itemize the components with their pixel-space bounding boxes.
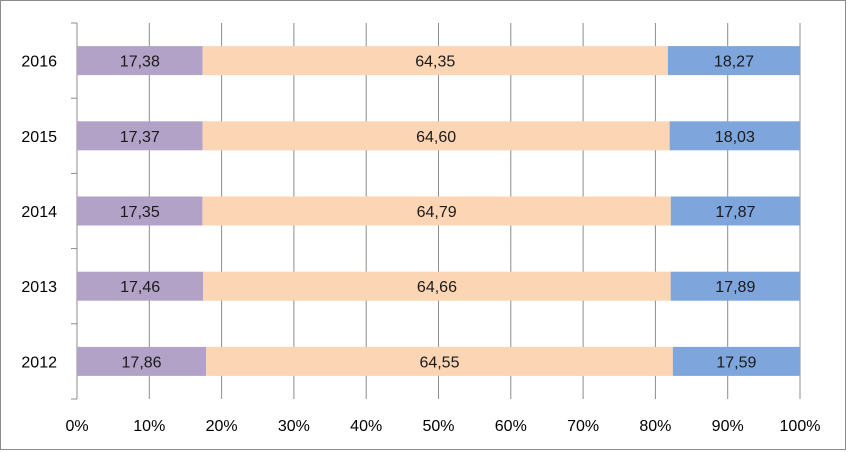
- x-tick-label: 0%: [65, 418, 88, 435]
- x-tick-label: 80%: [639, 418, 671, 435]
- data-label-2013-series-3: 17,89: [715, 279, 755, 296]
- data-label-2013-series-2: 64,66: [417, 279, 457, 296]
- data-label-2016-series-1: 17,38: [120, 54, 160, 71]
- bar-2012-series-2: [206, 346, 673, 376]
- x-tick-label: 10%: [133, 418, 165, 435]
- bar-2013-series-3: [670, 271, 800, 301]
- x-tick-label: 70%: [567, 418, 599, 435]
- bars: [77, 46, 800, 376]
- bar-2013-series-2: [203, 271, 671, 301]
- x-tick-label: 90%: [712, 418, 744, 435]
- y-tick-label-2013: 2013: [21, 279, 57, 296]
- data-label-2014-series-2: 64,79: [417, 204, 457, 221]
- data-label-2015-series-1: 17,37: [120, 129, 160, 146]
- bar-2015-series-1: [77, 121, 203, 151]
- x-tick-label: 50%: [422, 418, 454, 435]
- axes: [71, 22, 78, 400]
- data-label-2016-series-3: 18,27: [714, 54, 754, 71]
- data-label-2012-series-2: 64,55: [419, 354, 459, 371]
- data-labels: 17,38 64,35 18,27 17,37 64,60 18,03 17,35 64,79…: [120, 54, 757, 372]
- bar-2014-series-3: [670, 196, 800, 226]
- x-tick-label: 30%: [278, 418, 310, 435]
- bar-2015-series-3: [669, 121, 800, 151]
- bar-2014-series-1: [77, 196, 203, 226]
- y-tick-label-2016: 2016: [21, 54, 57, 71]
- y-tick-label-2014: 2014: [21, 204, 57, 221]
- bar-2012-series-3: [672, 346, 800, 376]
- bar-2015-series-2: [202, 121, 670, 151]
- data-label-2012-series-1: 17,86: [122, 354, 162, 371]
- tick-labels: 0% 10% 20% 30% 40% 50% 60% 70% 80% 90% 100% 2016 201…: [21, 54, 820, 435]
- y-tick-label-2015: 2015: [21, 129, 57, 146]
- bar-2014-series-2: [202, 196, 671, 226]
- x-tick-label: 100%: [780, 418, 821, 435]
- x-tick-label: 20%: [206, 418, 238, 435]
- bar-2013-series-1: [77, 271, 204, 301]
- data-label-2015-series-2: 64,60: [416, 129, 456, 146]
- bar-2012-series-1: [77, 346, 207, 376]
- x-tick-label: 40%: [350, 418, 382, 435]
- data-label-2015-series-3: 18,03: [715, 129, 755, 146]
- data-label-2012-series-3: 17,59: [716, 354, 756, 371]
- data-label-2016-series-2: 64,35: [415, 54, 455, 71]
- data-label-2014-series-1: 17,35: [120, 204, 160, 221]
- bar-2016-series-1: [77, 46, 203, 76]
- data-label-2014-series-3: 17,87: [715, 204, 755, 221]
- data-label-2013-series-1: 17,46: [120, 279, 160, 296]
- bar-2016-series-2: [202, 46, 668, 76]
- x-tick-label: 60%: [495, 418, 527, 435]
- y-tick-label-2012: 2012: [21, 354, 57, 371]
- bar-2016-series-3: [667, 46, 800, 76]
